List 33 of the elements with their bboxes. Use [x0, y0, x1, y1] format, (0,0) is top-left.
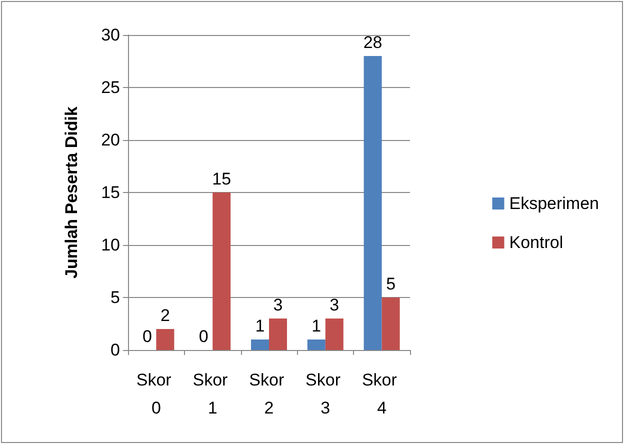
legend-label: Kontrol: [509, 233, 564, 252]
y-tick-label: 30: [101, 26, 120, 44]
data-label: 5: [386, 274, 396, 294]
data-label: 3: [273, 296, 283, 314]
x-tick-label: Skor 4: [362, 370, 402, 418]
x-tick-label: Skor 3: [306, 370, 346, 418]
data-label: 1: [255, 316, 265, 336]
bar: [364, 56, 382, 350]
data-label: 3: [330, 296, 340, 314]
bar: [251, 340, 269, 350]
data-label: 2: [160, 306, 170, 325]
bar: [269, 318, 287, 350]
bar: [156, 329, 174, 350]
y-tick-label: 10: [101, 236, 120, 254]
data-label: 0: [198, 327, 208, 346]
data-label: 28: [363, 33, 382, 52]
bar: [212, 192, 231, 350]
bar: [307, 340, 326, 350]
data-label: 15: [212, 170, 232, 188]
x-tick-label: Skor 2: [249, 370, 289, 418]
y-tick-label: 20: [101, 130, 120, 150]
y-tick-label: 15: [101, 183, 120, 202]
legend-label: Eksperimen: [509, 194, 600, 213]
bar: [382, 298, 400, 350]
x-tick-label: Skor 1: [192, 370, 232, 418]
data-label: 0: [142, 327, 152, 346]
y-tick-label: 5: [110, 288, 120, 307]
x-tick-label: Skor 0: [136, 370, 176, 418]
y-axis-title: Jumlah Peserta Didik: [62, 106, 81, 278]
y-tick-label: 25: [101, 78, 120, 97]
y-tick-label: 0: [110, 340, 120, 360]
data-label: 1: [312, 316, 322, 336]
bar: [325, 318, 344, 350]
